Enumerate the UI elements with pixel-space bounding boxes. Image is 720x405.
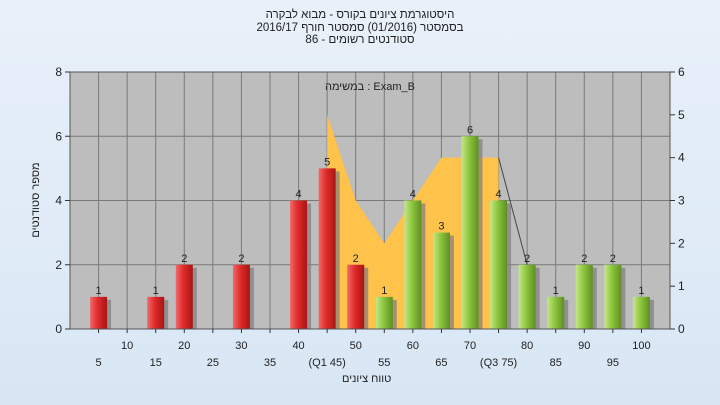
histogram-bar	[347, 264, 365, 329]
bar-value-label: 2	[524, 253, 530, 265]
histogram-bar	[575, 264, 593, 329]
bar-value-label: 1	[96, 285, 102, 297]
histogram-bar	[490, 200, 508, 329]
bar-value-label: 1	[553, 285, 559, 297]
histogram-bar	[547, 296, 565, 329]
bar-value-label: 1	[381, 285, 387, 297]
histogram-bar	[147, 296, 165, 329]
x-tick-label: 85	[550, 357, 562, 369]
x-tick-label: 90	[578, 340, 590, 352]
chart-title-line-1: היסטוגרמת ציונים בקורס - מבוא לבקרה	[265, 9, 455, 21]
histogram-bar	[290, 200, 308, 329]
bar-value-label: 3	[438, 221, 444, 233]
y-tick-label-left: 4	[55, 194, 62, 208]
bar-value-label: 1	[638, 285, 644, 297]
x-tick-label: (Q1 45)	[308, 357, 345, 369]
y-tick-label-right: 4	[678, 151, 685, 165]
x-tick-label: 80	[521, 340, 533, 352]
x-axis-title: טווח ציונים	[342, 373, 392, 385]
legend-label: במשימה : Exam_B	[325, 81, 415, 93]
chart-title: היסטוגרמת ציונים בקורס - מבוא לבקרה בסמס…	[0, 9, 720, 47]
histogram-bar	[604, 264, 622, 329]
y-tick-label-right: 5	[678, 108, 685, 122]
x-tick-label: 50	[350, 340, 362, 352]
x-tick-label: 5	[96, 357, 102, 369]
x-tick-label: 95	[607, 357, 619, 369]
y-tick-label-left: 2	[55, 258, 62, 272]
x-tick-label: 40	[292, 340, 304, 352]
trend-line	[498, 157, 528, 265]
histogram-bar	[318, 168, 336, 329]
bar-value-label: 4	[496, 189, 502, 201]
x-tick-label: 100	[632, 340, 650, 352]
bar-value-label: 2	[581, 253, 587, 265]
y-tick-label-right: 0	[678, 322, 685, 336]
chart-title-line-2: בסמסטר (01/2016) סמסטר חורף 2016/17	[256, 21, 464, 34]
x-tick-label: 55	[378, 357, 390, 369]
histogram-bar	[175, 264, 193, 329]
bar-value-label: 4	[296, 189, 302, 201]
histogram-bar	[404, 200, 422, 329]
bar-value-label: 1	[153, 285, 159, 297]
histogram-bar	[632, 296, 650, 329]
bar-value-label: 2	[238, 253, 244, 265]
x-tick-label: 30	[235, 340, 247, 352]
x-tick-label: (Q3 75)	[480, 357, 517, 369]
bar-value-label: 2	[181, 253, 187, 265]
y-tick-label-right: 6	[678, 65, 685, 79]
y-tick-label-right: 1	[678, 279, 685, 293]
x-tick-label: 70	[464, 340, 476, 352]
histogram-bar	[432, 232, 450, 329]
x-tick-label: 65	[435, 357, 447, 369]
chart-title-line-3: סטודנטים רשומים - 86	[305, 34, 415, 46]
y-tick-label-left: 8	[55, 65, 62, 79]
bar-value-label: 4	[410, 189, 416, 201]
histogram-bar	[375, 296, 393, 329]
bar-value-label: 6	[467, 124, 473, 136]
x-tick-label: 15	[150, 357, 162, 369]
histogram-bar	[518, 264, 536, 329]
y-tick-label-left: 6	[55, 129, 62, 143]
x-tick-label: 35	[264, 357, 276, 369]
x-tick-label: 20	[178, 340, 190, 352]
bar-value-label: 2	[610, 253, 616, 265]
y-tick-label-left: 0	[55, 322, 62, 336]
bar-value-label: 5	[324, 156, 330, 168]
x-tick-label: 60	[407, 340, 419, 352]
bar-value-label: 2	[353, 253, 359, 265]
y-tick-label-right: 3	[678, 194, 685, 208]
histogram-bar	[90, 296, 108, 329]
histogram-bar	[461, 136, 479, 329]
histogram-bar	[232, 264, 250, 329]
y-axis-title: מספר סטודנטים	[30, 162, 42, 238]
x-tick-label: 10	[121, 340, 133, 352]
x-tick-label: 25	[207, 357, 219, 369]
y-tick-label-right: 2	[678, 236, 685, 250]
